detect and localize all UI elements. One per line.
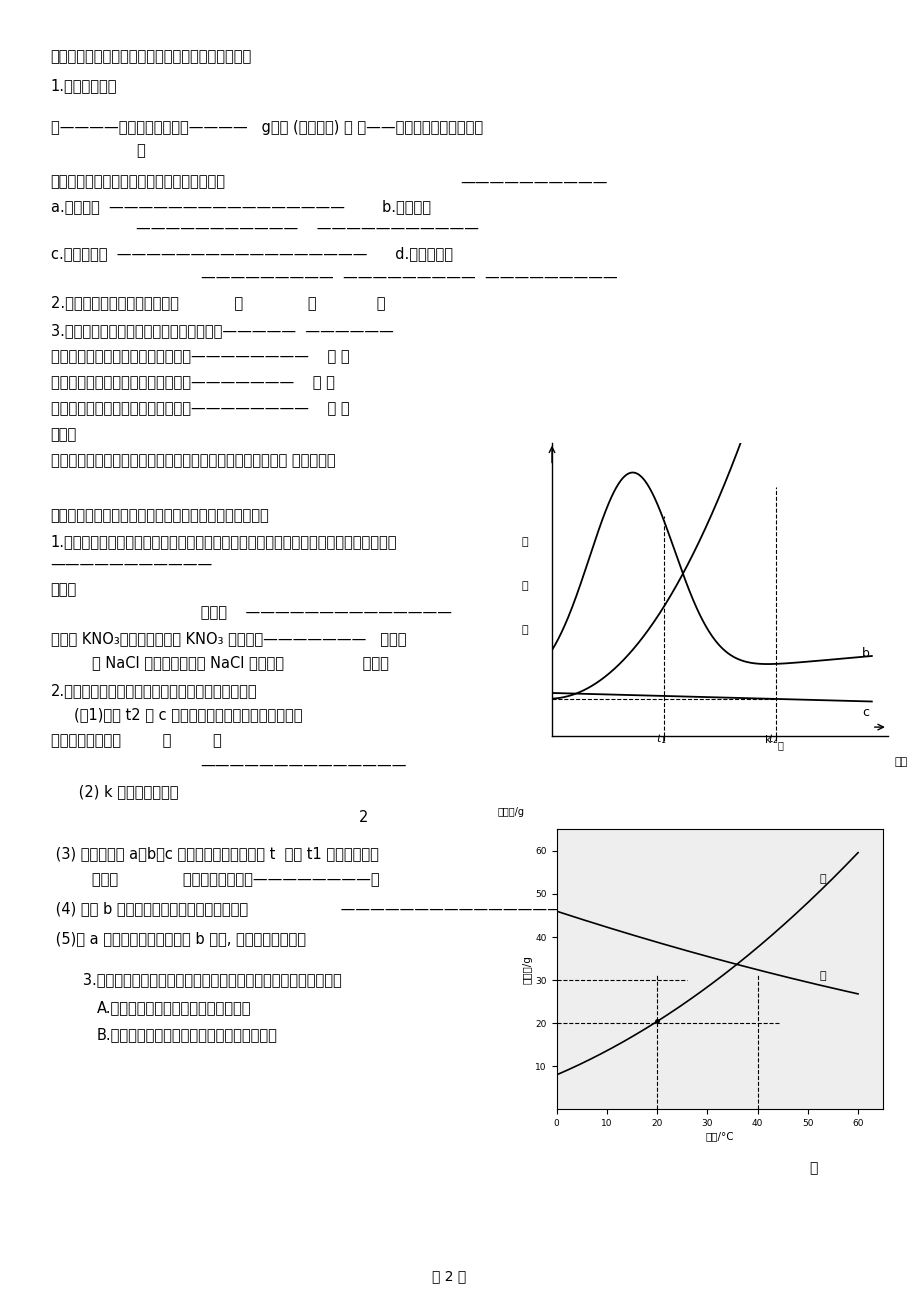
Y-axis label: 溶解度/g: 溶解度/g xyxy=(522,954,532,984)
Text: k: k xyxy=(764,734,770,745)
Text: 1.根据固体物质溶解度受温度变化影响不同从饱和溶液中析出晶体（即结晶）的方一般有: 1.根据固体物质溶解度受温度变化影响不同从饱和溶液中析出晶体（即结晶）的方一般有 xyxy=(51,534,397,549)
Text: A.甲物质的溶解度大于乙物质的溶解度: A.甲物质的溶解度大于乙物质的溶解度 xyxy=(96,1000,251,1016)
Text: c: c xyxy=(861,707,868,720)
Text: 到: 到 xyxy=(136,143,145,159)
Text: 3.（广安）右图是固体甲、乙的溶解度曲线图，下列说法正确的是: 3.（广安）右图是固体甲、乙的溶解度曲线图，下列说法正确的是 xyxy=(69,973,341,988)
Text: ————: ———— xyxy=(675,508,734,523)
Text: 溶: 溶 xyxy=(521,538,528,547)
Text: 如：从 KNO₃饱和溶液中析出 KNO₃ 一般采用———————   结晶；: 如：从 KNO₃饱和溶液中析出 KNO₃ 一般采用——————— 结晶； xyxy=(51,631,405,647)
Text: 2.影响固体物质限量的因素有：            、              、             。: 2.影响固体物质限量的因素有： 、 、 。 xyxy=(51,296,385,311)
Text: (2) k 点表示的含义是: (2) k 点表示的含义是 xyxy=(74,784,178,799)
Text: b: b xyxy=(861,647,869,660)
Text: a.外界条件  ————————————————        b.溶剂的量: a.外界条件 ———————————————— b.溶剂的量 xyxy=(51,199,430,215)
Text: 中考热点三：溶解度曲线的意义及应用、探究结晶的方法: 中考热点三：溶解度曲线的意义及应用、探究结晶的方法 xyxy=(51,508,269,523)
Text: ——————————————: —————————————— xyxy=(200,758,406,773)
Text: 在————下，某固体物质在————   g溶剂 (通常为水) 中 达——状态时所溶解的质量。: 在————下，某固体物质在———— g溶剂 (通常为水) 中 达——状态时所溶解… xyxy=(51,120,482,135)
Text: 溶解度/g: 溶解度/g xyxy=(497,807,524,818)
Text: 甲: 甲 xyxy=(819,874,825,884)
Text: 可以采取的措施是         、         、: 可以采取的措施是 、 、 xyxy=(51,733,221,749)
Text: ———————————    ———————————: ——————————— ——————————— xyxy=(136,221,479,237)
Text: 3.举例说明固体物质溶解度都随温度变化。—————  ——————: 3.举例说明固体物质溶解度都随温度变化。————— —————— xyxy=(51,323,393,339)
Text: $t_2$: $t_2$ xyxy=(767,732,777,746)
Text: (3) 相同质量的 a、b、c 三种饱和溶液，温度从 t  降到 t1 时，析出晶体: (3) 相同质量的 a、b、c 三种饱和溶液，温度从 t 降到 t1 时，析出晶… xyxy=(51,846,378,862)
Text: 解: 解 xyxy=(521,581,528,591)
Text: 极少数固体物质溶解度随温度升高而————————    ； 如: 极少数固体物质溶解度随温度升高而———————— ； 如 xyxy=(51,401,349,417)
Text: ——————————: —————————— xyxy=(460,174,607,190)
Text: 从 NaCl 饱和溶液中析出 NaCl 一般采用                 结晶。: 从 NaCl 饱和溶液中析出 NaCl 一般采用 结晶。 xyxy=(92,655,389,671)
Text: 中考热点二：饱和溶液、溶解度、溶解度的影响因素: 中考热点二：饱和溶液、溶解度、溶解度的影响因素 xyxy=(51,49,252,65)
Text: 结晶。    ——————————————: 结晶。 —————————————— xyxy=(136,605,451,621)
Text: (＀1)要使 t2 时 c 物质的不饱和溶液变为饱和溶液，: (＀1)要使 t2 时 c 物质的不饱和溶液变为饱和溶液， xyxy=(74,707,301,723)
Text: 大多数固体物质溶解度随温度升高而————————    ； 如: 大多数固体物质溶解度随温度升高而———————— ； 如 xyxy=(51,349,349,365)
X-axis label: 温度/°C: 温度/°C xyxy=(705,1131,733,1141)
Text: 页: 页 xyxy=(809,1161,817,1176)
Text: $t_1$: $t_1$ xyxy=(655,732,665,746)
Text: (5)若 a 物质的溶液中混有少量 b 物质, 除去的最好方法是: (5)若 a 物质的溶液中混有少量 b 物质, 除去的最好方法是 xyxy=(51,931,305,947)
Text: (4) 要从 b 的溶液中得到该物质的最好方法是                    ———————————————: (4) 要从 b 的溶液中得到该物质的最好方法是 ——————————————— xyxy=(51,901,561,917)
Text: 。: 。 xyxy=(777,741,782,750)
Text: c.溶液的状态  —————————————————      d.溶解度单位: c.溶液的状态 ————————————————— d.溶解度单位 xyxy=(51,246,452,262)
Text: 第 2 页: 第 2 页 xyxy=(432,1269,466,1284)
Text: 1.溶解度是指：: 1.溶解度是指： xyxy=(51,78,117,94)
Text: 少数固体物质溶解度受温度变化影响———————    ； 如: 少数固体物质溶解度受温度变化影响——————— ； 如 xyxy=(51,375,335,391)
Text: 温度: 温度 xyxy=(893,756,907,767)
Text: 2.下图为三种物质的溶解度曲线图，根据图示回答：: 2.下图为三种物质的溶解度曲线图，根据图示回答： xyxy=(51,684,257,699)
Text: 反思：: 反思： xyxy=(51,427,77,443)
Text: B.甲、乙两物贤的溶解度都随温度升高而减小: B.甲、乙两物贤的溶解度都随温度升高而减小 xyxy=(96,1027,278,1043)
Text: —————————  —————————  —————————: ————————— ————————— ————————— xyxy=(200,270,617,285)
Text: 采用降温的方法是否可以使任何不饱和溶液都变成饱和溶液？ 举例说明。: 采用降温的方法是否可以使任何不饱和溶液都变成饱和溶液？ 举例说明。 xyxy=(51,453,335,469)
Text: 最多的              ，无晶体析出的是————————。: 最多的 ，无晶体析出的是————————。 xyxy=(78,872,380,888)
Text: 对于溶解度的概念理解，应把握好以下要点：: 对于溶解度的概念理解，应把握好以下要点： xyxy=(51,174,225,190)
Text: ———————————: ——————————— xyxy=(51,557,212,573)
Text: 度: 度 xyxy=(521,625,528,635)
Text: 乙: 乙 xyxy=(819,971,825,982)
Text: 2: 2 xyxy=(358,810,368,825)
Text: 结晶和: 结晶和 xyxy=(51,582,77,598)
